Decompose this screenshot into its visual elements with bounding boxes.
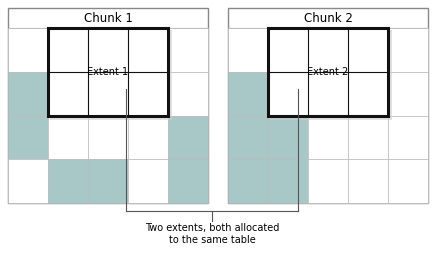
Bar: [268, 116, 308, 159]
Bar: [348, 28, 388, 72]
Bar: [168, 159, 208, 203]
Text: Chunk 2: Chunk 2: [303, 11, 352, 25]
Bar: [388, 159, 428, 203]
Bar: [8, 28, 48, 72]
Bar: [88, 72, 128, 116]
Bar: [268, 72, 308, 116]
Bar: [128, 116, 168, 159]
Text: Chunk 1: Chunk 1: [84, 11, 133, 25]
Bar: [128, 28, 168, 72]
Bar: [48, 116, 88, 159]
Bar: [48, 28, 168, 116]
Bar: [128, 159, 168, 203]
Bar: [228, 116, 268, 159]
Bar: [228, 159, 268, 203]
Bar: [8, 72, 48, 116]
Bar: [228, 28, 268, 72]
Text: Extent 1: Extent 1: [88, 67, 129, 77]
Bar: [88, 116, 128, 159]
Bar: [168, 116, 208, 159]
Bar: [88, 28, 128, 72]
Bar: [268, 28, 308, 72]
Bar: [348, 72, 388, 116]
Bar: [8, 159, 48, 203]
Bar: [168, 28, 208, 72]
Bar: [48, 72, 88, 116]
Bar: [308, 28, 348, 72]
Text: Extent 2: Extent 2: [307, 67, 349, 77]
Bar: [308, 159, 348, 203]
Bar: [388, 72, 428, 116]
Bar: [348, 116, 388, 159]
Bar: [308, 116, 348, 159]
Bar: [8, 8, 208, 203]
Bar: [48, 159, 88, 203]
Bar: [88, 159, 128, 203]
Bar: [268, 28, 388, 116]
Bar: [8, 116, 48, 159]
Bar: [308, 72, 348, 116]
Bar: [228, 8, 428, 203]
Bar: [388, 116, 428, 159]
Bar: [228, 72, 268, 116]
Bar: [128, 72, 168, 116]
Bar: [48, 28, 88, 72]
Bar: [270, 30, 392, 120]
Bar: [50, 30, 172, 120]
Text: Two extents, both allocated
to the same table: Two extents, both allocated to the same …: [145, 223, 279, 245]
Bar: [388, 28, 428, 72]
Bar: [348, 159, 388, 203]
Bar: [168, 72, 208, 116]
Bar: [268, 159, 308, 203]
